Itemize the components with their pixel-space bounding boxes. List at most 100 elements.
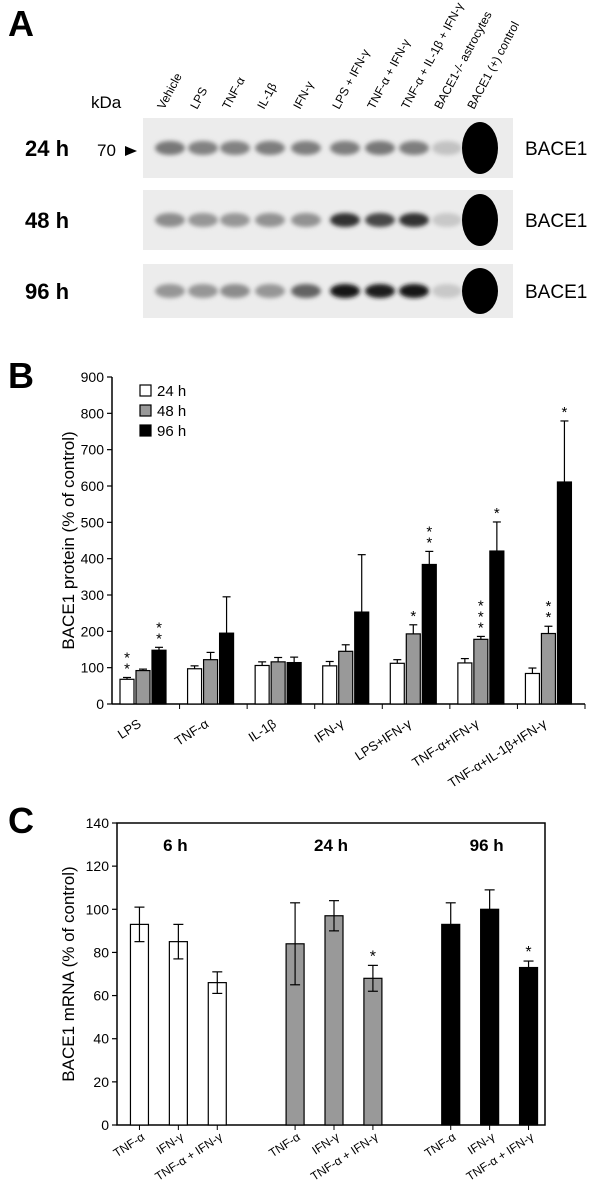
bar xyxy=(119,678,135,705)
category-label: IFN-γ xyxy=(312,716,347,746)
bar xyxy=(389,662,405,705)
group-title: 24 h xyxy=(314,836,348,855)
significance-star: * * xyxy=(546,598,552,626)
star: * xyxy=(124,660,130,677)
band xyxy=(399,284,429,298)
marker-arrow-icon xyxy=(125,146,137,156)
y-axis-label: BACE1 protein (% of control) xyxy=(59,431,78,649)
band xyxy=(330,284,360,298)
star: * xyxy=(478,619,484,636)
y-tick-label: 40 xyxy=(93,1031,109,1047)
band xyxy=(155,141,185,155)
category-label: TNF-α xyxy=(422,1130,458,1160)
legend-label: 96 h xyxy=(157,423,186,440)
band xyxy=(155,284,185,298)
y-tick-label: 400 xyxy=(81,551,105,567)
bar xyxy=(421,563,437,705)
band xyxy=(432,141,462,155)
protein-label: BACE1 xyxy=(525,282,587,303)
bar xyxy=(489,550,505,705)
lane-label: Vehicle xyxy=(154,70,185,111)
y-axis-label: BACE1 mRNA (% of control) xyxy=(59,866,78,1081)
significance-star: * * xyxy=(124,649,130,677)
bar xyxy=(270,661,286,705)
significance-star: * xyxy=(562,404,568,421)
band xyxy=(399,213,429,227)
lane-label: IFN-γ xyxy=(290,79,316,111)
bar xyxy=(324,915,344,1126)
category-label: LPS+IFN-γ xyxy=(352,716,414,764)
star: * xyxy=(478,597,484,614)
significance-star: * xyxy=(370,948,376,965)
bar xyxy=(168,941,188,1126)
significance-star: * * * xyxy=(478,597,484,636)
star: * xyxy=(426,523,432,540)
band xyxy=(330,213,360,227)
bar xyxy=(254,664,270,705)
significance-star: * xyxy=(494,505,500,522)
panel-c-letter: C xyxy=(8,800,34,841)
star: * xyxy=(546,609,552,626)
legend-label: 48 h xyxy=(157,403,186,420)
bar xyxy=(207,982,227,1126)
category-label: TNF-α xyxy=(111,1130,147,1160)
category-label: TNF-α + IFN-γ xyxy=(152,1130,224,1184)
star: * xyxy=(410,608,416,625)
bar xyxy=(135,669,151,705)
significance-star: * xyxy=(410,608,416,625)
band xyxy=(188,284,218,298)
bar xyxy=(286,661,302,705)
row-time-label: 96 h xyxy=(25,279,69,304)
group-title: 6 h xyxy=(163,836,188,855)
band xyxy=(291,284,321,298)
category-label: TNF-α + IFN-γ xyxy=(308,1130,380,1184)
bar xyxy=(322,665,338,705)
bar xyxy=(524,672,541,705)
star: * xyxy=(156,619,162,636)
band xyxy=(188,141,218,155)
lane-label: LPS xyxy=(187,85,210,112)
band xyxy=(255,141,285,155)
star: * xyxy=(478,608,484,625)
band xyxy=(255,213,285,227)
kda-label: kDa xyxy=(91,93,122,112)
bar xyxy=(405,633,421,705)
y-tick-label: 200 xyxy=(81,623,105,639)
y-tick-label: 120 xyxy=(86,858,110,874)
y-tick-label: 300 xyxy=(81,587,105,603)
category-label: TNF-α + IFN-γ xyxy=(464,1130,536,1184)
legend-label: 24 h xyxy=(157,383,186,400)
band xyxy=(365,141,395,155)
bar xyxy=(354,611,370,705)
bar xyxy=(338,650,354,705)
legend-swatch xyxy=(139,424,152,437)
star: * xyxy=(494,505,500,522)
star: * xyxy=(562,404,568,421)
protein-label: BACE1 xyxy=(525,139,587,160)
bar xyxy=(202,659,219,705)
y-tick-label: 20 xyxy=(93,1074,109,1090)
significance-star: * xyxy=(525,944,531,961)
band xyxy=(291,141,321,155)
band xyxy=(365,213,395,227)
chart-b: 0 100 200 300 400 500 600 700 800 900 BACE1 protei… xyxy=(59,369,586,791)
lane-label: IL-1β xyxy=(254,80,279,111)
bar xyxy=(556,481,573,705)
row-time-label: 24 h xyxy=(25,136,69,161)
bar xyxy=(441,923,461,1126)
band xyxy=(330,141,360,155)
group-title: 96 h xyxy=(470,836,504,855)
band xyxy=(188,213,218,227)
y-tick-label: 500 xyxy=(81,514,105,530)
band xyxy=(432,213,462,227)
band xyxy=(220,141,250,155)
band xyxy=(255,284,285,298)
y-tick-label: 140 xyxy=(86,815,110,831)
lane-label: TNF-α xyxy=(219,75,247,112)
y-tick-label: 100 xyxy=(86,901,110,917)
star: * xyxy=(124,649,130,666)
category-label: TNF-α xyxy=(266,1130,302,1160)
band-control xyxy=(462,122,498,174)
band xyxy=(220,284,250,298)
